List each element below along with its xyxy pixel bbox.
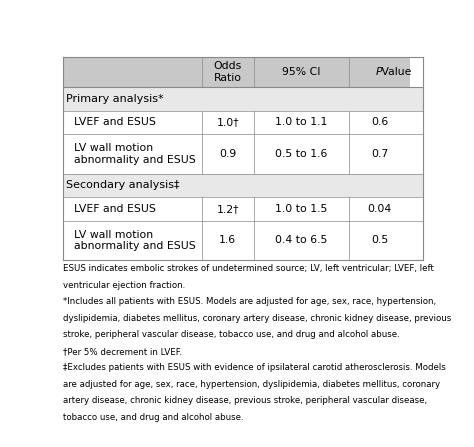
Text: are adjusted for age, sex, race, hypertension, dyslipidemia, diabetes mellitus, : are adjusted for age, sex, race, hyperte… <box>63 380 440 389</box>
Text: LVEF and ESUS: LVEF and ESUS <box>74 204 156 214</box>
Bar <box>201 57 254 87</box>
Text: 0.4 to 6.5: 0.4 to 6.5 <box>275 236 328 245</box>
Text: ‡Excludes patients with ESUS with evidence of ipsilateral carotid atherosclerosi: ‡Excludes patients with ESUS with eviden… <box>63 363 446 372</box>
Text: 95% CI: 95% CI <box>282 67 321 77</box>
Text: 0.9: 0.9 <box>219 149 236 159</box>
Text: stroke, peripheral vascular disease, tobacco use, and drug and alcohol abuse.: stroke, peripheral vascular disease, tob… <box>63 330 400 339</box>
Text: 0.6: 0.6 <box>371 118 388 127</box>
Text: Primary analysis*: Primary analysis* <box>66 94 164 104</box>
Text: 0.04: 0.04 <box>368 204 392 214</box>
Text: P: P <box>375 67 382 77</box>
Text: LV wall motion
abnormality and ESUS: LV wall motion abnormality and ESUS <box>74 230 196 251</box>
Text: Secondary analysis‡: Secondary analysis‡ <box>66 181 179 190</box>
Bar <box>63 220 423 260</box>
Text: 1.0 to 1.5: 1.0 to 1.5 <box>275 204 328 214</box>
Text: 1.0†: 1.0† <box>216 118 239 127</box>
Text: LVEF and ESUS: LVEF and ESUS <box>74 118 156 127</box>
Bar <box>63 174 423 197</box>
Text: Odds
Ratio: Odds Ratio <box>213 61 242 83</box>
Bar <box>63 111 423 134</box>
Bar <box>63 57 201 87</box>
Text: 0.5: 0.5 <box>371 236 388 245</box>
Text: 1.0 to 1.1: 1.0 to 1.1 <box>275 118 328 127</box>
Text: 0.7: 0.7 <box>371 149 388 159</box>
Text: ESUS indicates embolic strokes of undetermined source; LV, left ventricular; LVE: ESUS indicates embolic strokes of undete… <box>63 264 434 273</box>
Text: 1.6: 1.6 <box>219 236 236 245</box>
Text: tobacco use, and drug and alcohol abuse.: tobacco use, and drug and alcohol abuse. <box>63 413 244 422</box>
Text: artery disease, chronic kidney disease, previous stroke, peripheral vascular dis: artery disease, chronic kidney disease, … <box>63 396 427 405</box>
Text: LV wall motion
abnormality and ESUS: LV wall motion abnormality and ESUS <box>74 143 196 165</box>
Bar <box>63 197 423 220</box>
Text: Value: Value <box>378 67 411 77</box>
Bar <box>63 134 423 174</box>
Text: ventricular ejection fraction.: ventricular ejection fraction. <box>63 281 185 290</box>
Text: †Per 5% decrement in LVEF.: †Per 5% decrement in LVEF. <box>63 347 182 356</box>
Text: 1.2†: 1.2† <box>216 204 239 214</box>
Text: 0.5 to 1.6: 0.5 to 1.6 <box>275 149 328 159</box>
Bar <box>63 87 423 111</box>
Text: *Includes all patients with ESUS. Models are adjusted for age, sex, race, hypert: *Includes all patients with ESUS. Models… <box>63 297 436 306</box>
Bar <box>254 57 349 87</box>
Bar <box>349 57 410 87</box>
Text: dyslipidemia, diabetes mellitus, coronary artery disease, chronic kidney disease: dyslipidemia, diabetes mellitus, coronar… <box>63 314 451 323</box>
